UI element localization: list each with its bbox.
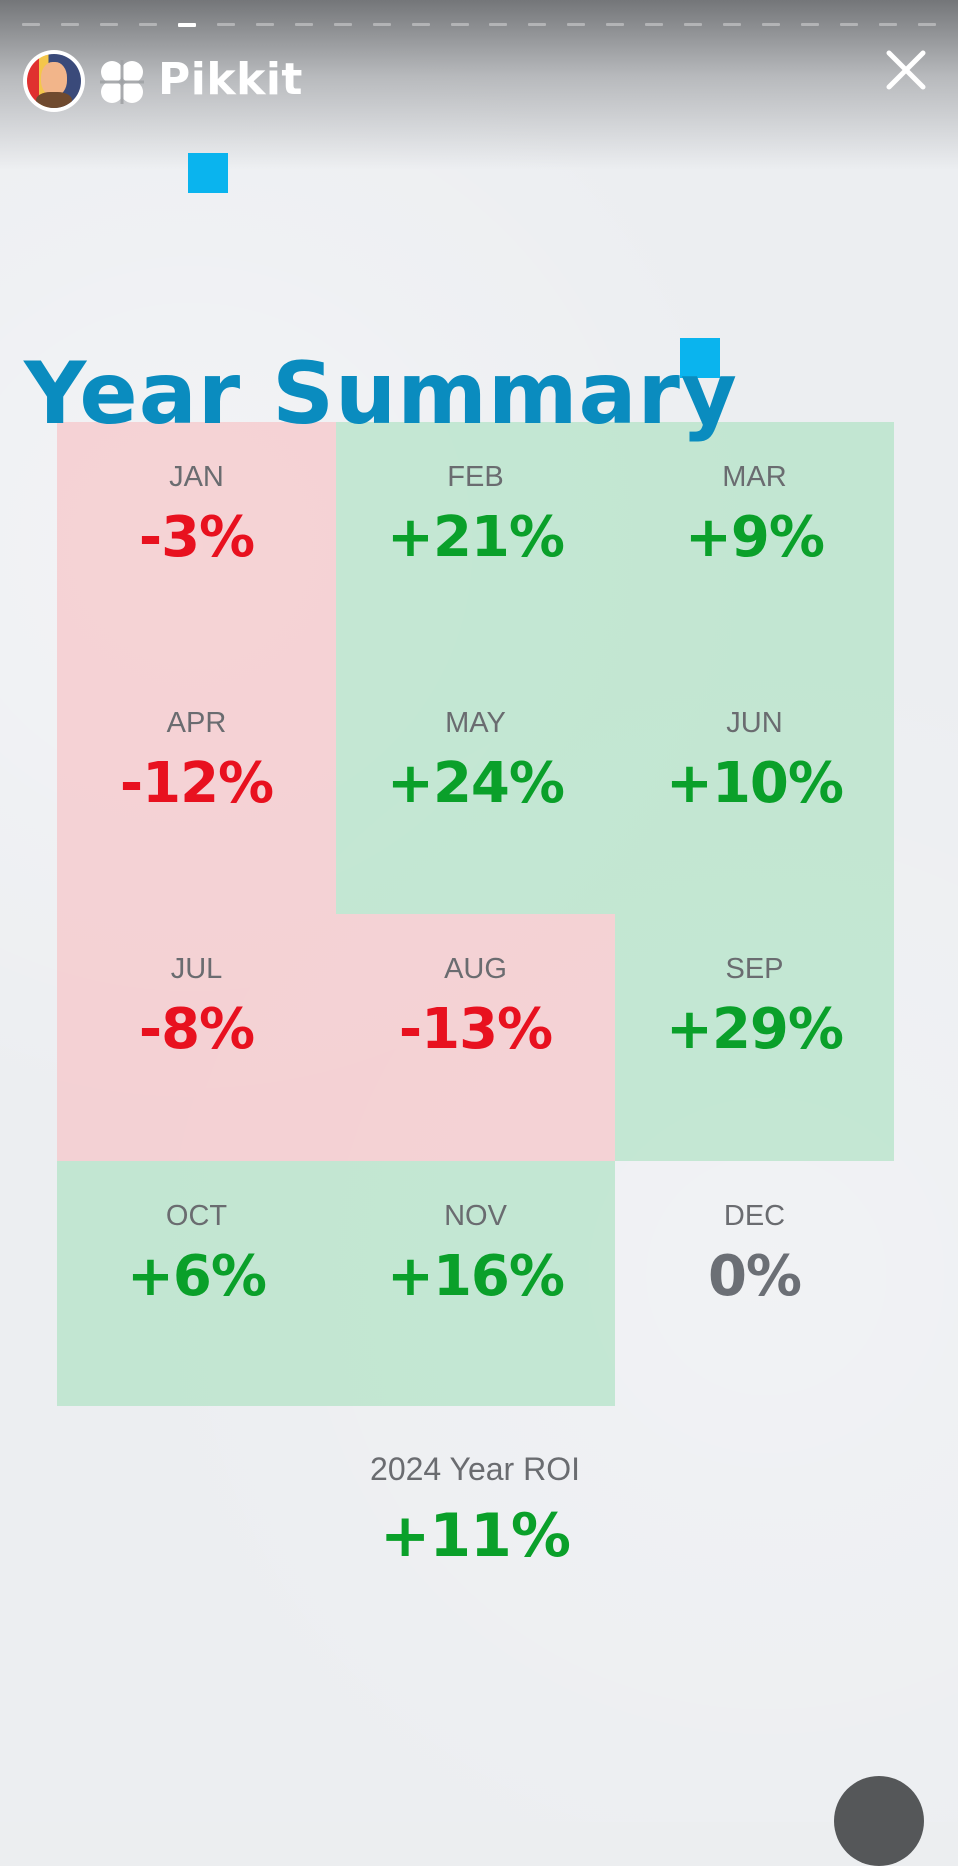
- brand-name: Pikkit: [158, 54, 303, 105]
- story-segment: [918, 23, 936, 26]
- story-segment: [801, 23, 819, 26]
- avatar-image: [27, 54, 81, 108]
- month-cell-jun: JUN +10%: [615, 668, 894, 915]
- story-segment: [723, 23, 741, 26]
- story-segment: [840, 23, 858, 26]
- month-label: SEP: [725, 953, 784, 985]
- story-segment: [606, 23, 624, 26]
- month-cell-oct: OCT +6%: [57, 1161, 336, 1408]
- floating-action-button[interactable]: [834, 1776, 924, 1866]
- decorative-square-top: [188, 153, 228, 193]
- month-cell-feb: FEB +21%: [336, 422, 615, 669]
- story-segment: [412, 23, 430, 26]
- month-label: OCT: [165, 1200, 228, 1232]
- story-segment: [567, 23, 585, 26]
- negative-region-aug: [336, 914, 615, 1161]
- story-segment: [645, 23, 663, 26]
- clover-icon: [100, 60, 144, 104]
- month-cell-jan: JAN -3%: [57, 422, 336, 669]
- story-segment: [334, 23, 352, 26]
- story-segment: [217, 23, 235, 26]
- story-segment: [178, 23, 196, 27]
- month-label: AUG: [444, 953, 507, 985]
- positive-region-top: [336, 422, 894, 914]
- month-cell-jul: JUL -8%: [57, 914, 336, 1161]
- story-segment: [528, 23, 546, 26]
- month-cell-may: MAY +24%: [336, 668, 615, 915]
- month-label: FEB: [447, 461, 504, 493]
- page-title: Year Summary: [24, 344, 738, 444]
- story-segment: [256, 23, 274, 26]
- month-label: DEC: [723, 1200, 786, 1232]
- story-segment: [139, 23, 157, 26]
- story-segment: [22, 23, 40, 26]
- roi-value: +11%: [380, 1501, 571, 1571]
- month-label: MAY: [445, 707, 506, 739]
- month-roi-value: +9%: [685, 505, 825, 570]
- month-cell-apr: APR -12%: [57, 668, 336, 915]
- month-label: JUL: [170, 953, 223, 985]
- month-roi-value: +6%: [127, 1244, 267, 1309]
- month-cell-mar: MAR +9%: [615, 422, 894, 669]
- month-roi-value: +21%: [387, 505, 565, 570]
- month-cell-sep: SEP +29%: [615, 914, 894, 1161]
- story-segment: [489, 23, 507, 26]
- month-label: NOV: [444, 1200, 507, 1232]
- decorative-square-title: [680, 338, 720, 378]
- month-roi-value: 0%: [707, 1244, 802, 1309]
- month-label: JUN: [726, 707, 783, 739]
- month-roi-value: -3%: [138, 505, 255, 570]
- close-icon[interactable]: [880, 44, 932, 96]
- month-roi-value: +16%: [387, 1244, 565, 1309]
- positive-region-bottom: [57, 1161, 615, 1406]
- story-progress: [22, 23, 936, 27]
- month-roi-value: -13%: [398, 997, 553, 1062]
- story-segment: [879, 23, 897, 26]
- month-cell-dec: DEC 0%: [615, 1161, 894, 1408]
- story-segment: [451, 23, 469, 26]
- month-cell-aug: AUG -13%: [336, 914, 615, 1161]
- avatar[interactable]: [23, 50, 85, 112]
- month-roi-value: -12%: [119, 751, 274, 816]
- month-roi-value: +10%: [666, 751, 844, 816]
- month-roi-value: -8%: [138, 997, 255, 1062]
- story-segment: [373, 23, 391, 26]
- month-roi-value: +29%: [666, 997, 844, 1062]
- negative-region-left: [57, 422, 336, 1161]
- positive-region-sep: [615, 914, 894, 1161]
- story-segment: [100, 23, 118, 26]
- story-segment: [295, 23, 313, 26]
- story-segment: [684, 23, 702, 26]
- month-cell-nov: NOV +16%: [336, 1161, 615, 1408]
- month-label: APR: [166, 707, 227, 739]
- story-segment: [61, 23, 79, 26]
- month-roi-value: +24%: [387, 751, 565, 816]
- roi-label: 2024 Year ROI: [370, 1451, 580, 1487]
- month-label: MAR: [722, 461, 787, 493]
- top-shade: [0, 0, 958, 170]
- story-segment: [762, 23, 780, 26]
- month-label: JAN: [169, 461, 224, 493]
